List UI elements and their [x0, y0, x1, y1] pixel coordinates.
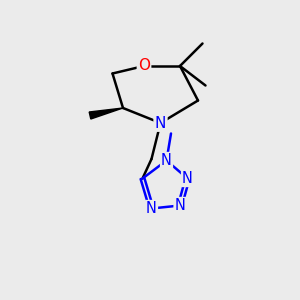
- Polygon shape: [89, 108, 123, 119]
- Text: O: O: [138, 58, 150, 74]
- Text: N: N: [175, 198, 185, 213]
- Text: N: N: [155, 116, 166, 130]
- Text: N: N: [146, 201, 157, 216]
- Text: N: N: [155, 116, 166, 130]
- Text: N: N: [182, 171, 193, 186]
- Text: N: N: [161, 153, 172, 168]
- Text: O: O: [138, 58, 150, 74]
